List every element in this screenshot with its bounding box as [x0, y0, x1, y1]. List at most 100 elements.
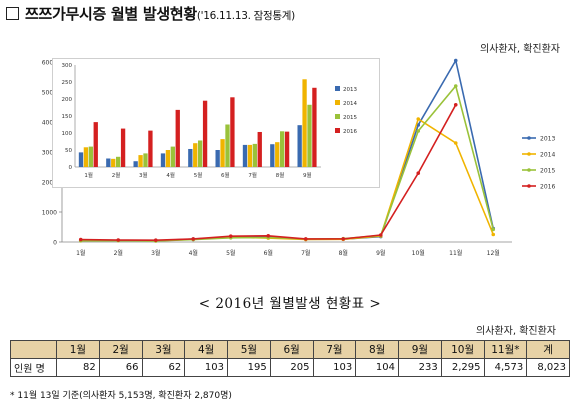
inset-y-tick-label: 0	[69, 165, 73, 171]
page-subtitle: ('16.11.13. 잠정통계)	[196, 10, 295, 22]
x-tick-label: 2월	[114, 249, 123, 257]
inset-x-tick-label: 2월	[112, 171, 121, 179]
table-header-cell: 계	[526, 340, 570, 359]
inset-x-tick-label: 9월	[303, 171, 312, 179]
table-cell: 82	[56, 358, 100, 377]
bar-2015	[170, 146, 175, 167]
table-row-label: 인원 명	[10, 358, 57, 377]
bar-2013	[133, 161, 138, 167]
table-header-cell: 9월	[398, 340, 442, 359]
y-tick-label: 1000	[42, 210, 57, 217]
table-cell: 4,573	[483, 358, 528, 377]
x-tick-label: 9월	[376, 249, 385, 257]
inset-x-tick-label: 7월	[248, 171, 257, 179]
inset-legend-swatch	[335, 128, 340, 133]
data-point-2014	[416, 117, 421, 121]
inset-x-tick-label: 8월	[276, 171, 285, 179]
data-point-2015	[416, 129, 421, 133]
inset-legend-label: 2015	[343, 115, 357, 121]
table-cell: 2,295	[440, 358, 485, 377]
bar-2015	[198, 140, 203, 167]
inset-x-tick-label: 4월	[166, 171, 175, 179]
bar-2013	[242, 144, 248, 167]
table-cell: 195	[227, 358, 271, 377]
inset-bar-chart-panel: 0 50 100 150 200 250 300 1월 2월 3월 4월 5월 6월 7월 8월 9월 2013…	[52, 58, 380, 188]
bar-2015	[252, 143, 257, 167]
bar-2015	[280, 131, 285, 167]
bar-2014	[193, 143, 198, 167]
table-unit-note: 의사환자, 확진환자	[476, 326, 556, 337]
table-cell: 233	[398, 358, 442, 377]
inset-legend-label: 2013	[343, 87, 357, 93]
table-title: < 2016년 월별발생 현황표 >	[198, 296, 382, 312]
table-header-cell: 8월	[355, 340, 399, 359]
x-tick-label: 4월	[189, 249, 198, 257]
x-tick-label: 5월	[226, 249, 235, 257]
table-header-cell: 5월	[227, 340, 271, 359]
bar-2013	[215, 150, 220, 167]
inset-legend-swatch	[335, 100, 340, 105]
legend-marker	[527, 152, 531, 156]
inset-legend-swatch	[335, 114, 340, 119]
bar-2016	[175, 109, 180, 167]
table-row: 인원 명 82 66 62 103 195 205 103 104 233 2,…	[10, 358, 570, 377]
legend-label: 2015	[540, 168, 555, 175]
chart-unit-note: 의사환자, 확진환자	[480, 44, 560, 55]
footnote: * 11월 13일 기준(의사환자 5,153명, 확진환자 2,870명)	[10, 391, 232, 401]
table-header-cell: 3월	[141, 340, 186, 359]
x-tick-label: 3월	[151, 249, 160, 257]
data-point-2016	[453, 103, 458, 107]
bar-2015	[307, 104, 312, 167]
data-point-2016	[153, 238, 158, 242]
data-point-2015	[491, 227, 496, 232]
data-point-2016	[378, 233, 383, 237]
table-cell: 103	[184, 358, 228, 377]
legend-marker	[527, 136, 531, 140]
bar-2014	[83, 147, 89, 167]
inset-x-tick-label: 6월	[221, 171, 230, 179]
bar-2015	[88, 146, 93, 167]
table-header-cell: 1월	[56, 340, 100, 359]
y-tick-label: 5000	[42, 90, 57, 97]
table-header-cell: 6월	[269, 340, 314, 359]
checkbox-icon	[6, 7, 19, 20]
y-tick-label: 3000	[42, 150, 57, 157]
data-point-2016	[78, 237, 83, 242]
x-tick-label: 8월	[339, 249, 348, 257]
bar-2013	[297, 125, 302, 167]
bar-2013	[270, 144, 275, 167]
inset-x-tick-label: 3월	[139, 171, 148, 179]
data-point-2016	[191, 237, 196, 241]
x-tick-label: 12월	[487, 249, 500, 257]
y-tick-label: 4000	[42, 120, 57, 127]
table-cell: 103	[312, 358, 357, 377]
table-header-cell: 4월	[184, 340, 228, 359]
legend-label: 2014	[540, 152, 555, 159]
x-tick-label: 1월	[76, 249, 85, 257]
data-point-2013	[453, 58, 458, 63]
table-cell: 104	[355, 358, 399, 377]
data-point-2016	[303, 237, 308, 241]
table-header-cell: 7월	[312, 340, 357, 359]
legend-marker	[527, 168, 531, 172]
inset-x-tick-label: 5월	[194, 171, 203, 179]
monthly-table: 1월 2월 3월 4월 5월 6월 7월 8월 9월 10월 11월* 계 인원…	[10, 340, 570, 377]
y-tick-label: 0	[53, 240, 57, 247]
bar-2014	[220, 139, 225, 167]
bar-2016	[312, 87, 317, 167]
bar-2014	[302, 79, 307, 167]
bar-2015	[225, 124, 230, 167]
bar-2015	[116, 156, 121, 167]
inset-y-tick-label: 200	[62, 97, 73, 103]
bar-2013	[160, 153, 166, 167]
bar-2016	[257, 131, 262, 167]
data-point-2016	[416, 171, 421, 175]
bar-2016	[284, 131, 290, 167]
data-point-2016	[228, 234, 233, 238]
y-tick-label: 2000	[42, 180, 57, 187]
table-cell: 62	[141, 358, 186, 377]
x-tick-label: 6월	[264, 249, 273, 257]
data-point-2016	[266, 234, 271, 238]
inset-y-tick-label: 50	[65, 148, 72, 154]
